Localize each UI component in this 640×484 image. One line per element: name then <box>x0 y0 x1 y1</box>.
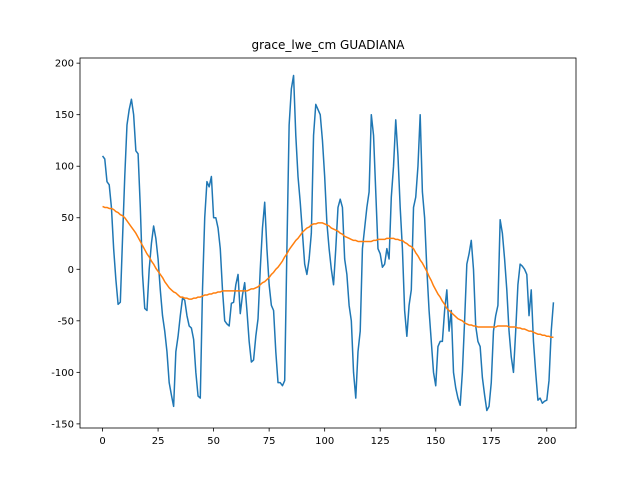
line-series <box>102 205 554 339</box>
y-tick-label: 0 <box>68 265 74 276</box>
y-tick-label: -150 <box>51 419 74 430</box>
x-tick-label: 200 <box>537 436 556 447</box>
x-tick-label: 0 <box>99 436 105 447</box>
x-tick-label: 100 <box>315 436 334 447</box>
plot-frame <box>79 57 577 429</box>
x-tick-label: 75 <box>263 436 276 447</box>
y-tick-label: 100 <box>55 162 74 173</box>
x-tick-label: 50 <box>207 436 220 447</box>
x-tick-label: 150 <box>426 436 445 447</box>
x-tick-label: 175 <box>482 436 501 447</box>
chart-title: grace_lwe_cm GUADIANA <box>252 38 406 52</box>
y-tick-label: -100 <box>51 368 74 379</box>
line-series <box>101 74 555 412</box>
x-tick-label: 25 <box>152 436 165 447</box>
y-tick-label: 150 <box>55 110 74 121</box>
y-tick-label: 200 <box>55 59 74 70</box>
y-tick-label: 50 <box>61 213 74 224</box>
y-tick-label: -50 <box>58 316 74 327</box>
x-tick-label: 125 <box>371 436 390 447</box>
